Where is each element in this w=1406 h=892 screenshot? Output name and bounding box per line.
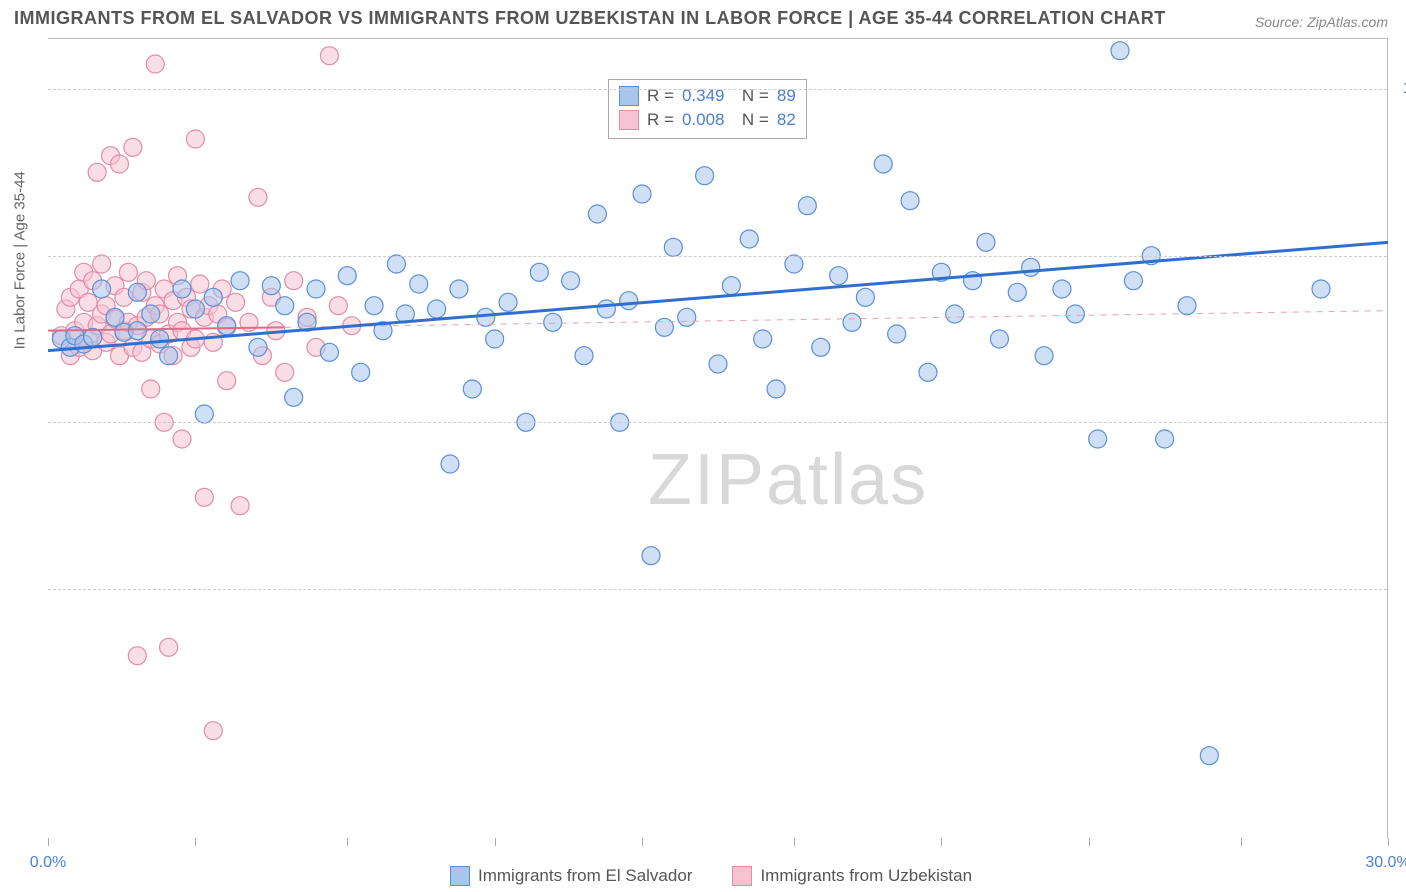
chart-svg	[48, 39, 1387, 838]
plot-area: ZIPatlas R = 0.349 N = 89 R = 0.008 N = …	[48, 38, 1388, 838]
x-tick-label: 0.0%	[30, 854, 66, 872]
n-label: N =	[732, 110, 768, 130]
chart-title: IMMIGRANTS FROM EL SALVADOR VS IMMIGRANT…	[14, 8, 1166, 29]
y-axis-label: In Labor Force | Age 35-44	[12, 171, 29, 349]
correlation-row-1: R = 0.008 N = 82	[619, 108, 796, 132]
n-value-1: 82	[777, 110, 796, 130]
chart-container: IMMIGRANTS FROM EL SALVADOR VS IMMIGRANT…	[0, 0, 1406, 892]
legend-item-1: Immigrants from Uzbekistan	[732, 866, 972, 886]
swatch-el-salvador	[450, 866, 470, 886]
legend-item-0: Immigrants from El Salvador	[450, 866, 692, 886]
x-tick-label: 30.0%	[1365, 854, 1406, 872]
correlation-row-0: R = 0.349 N = 89	[619, 84, 796, 108]
legend-label-0: Immigrants from El Salvador	[478, 866, 692, 886]
source-credit: Source: ZipAtlas.com	[1255, 14, 1388, 30]
legend-label-1: Immigrants from Uzbekistan	[760, 866, 972, 886]
swatch-uzbekistan	[732, 866, 752, 886]
correlation-legend: R = 0.349 N = 89 R = 0.008 N = 82	[608, 79, 807, 139]
r-label: R =	[647, 110, 674, 130]
swatch-uzbekistan	[619, 110, 639, 130]
r-value-1: 0.008	[682, 110, 725, 130]
series-legend: Immigrants from El Salvador Immigrants f…	[450, 866, 972, 886]
